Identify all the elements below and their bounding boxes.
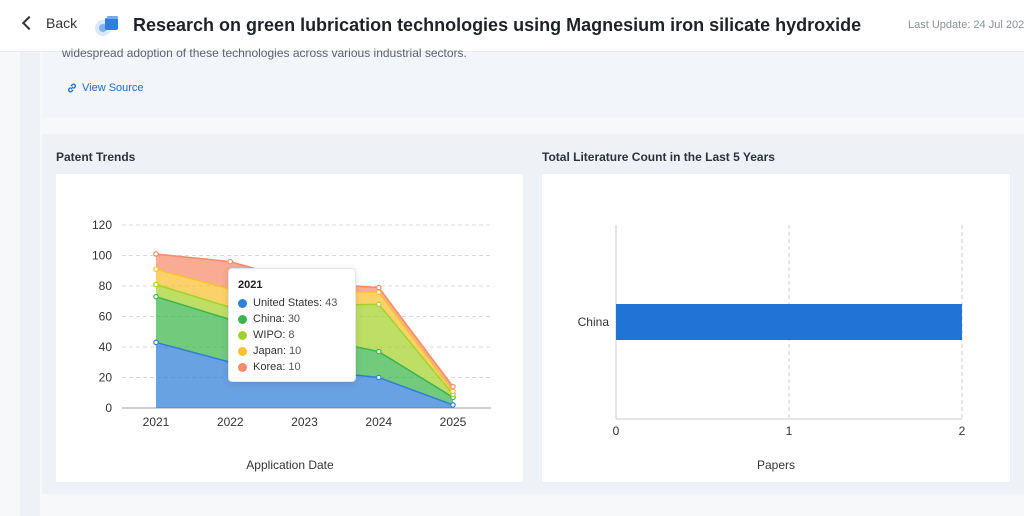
tooltip-row: Japan:10	[238, 343, 346, 359]
summary-text: widespread adoption of these technologie…	[62, 46, 467, 60]
y-tick-label: 20	[99, 371, 113, 385]
data-point	[377, 375, 381, 379]
top-bar: Back Research on green lubrication techn…	[0, 0, 1024, 52]
literature-chart-box: 0 1 2 China Papers	[542, 174, 1010, 482]
x-tick-label: 2025	[440, 415, 467, 429]
data-point	[154, 252, 158, 256]
y-tick-label: 0	[105, 401, 112, 415]
tooltip-series-name: China	[253, 313, 282, 325]
back-label: Back	[46, 15, 77, 31]
data-point	[154, 294, 158, 298]
data-point	[377, 349, 381, 353]
legend-dot-icon	[238, 299, 247, 308]
tooltip-series-name: Korea	[253, 361, 282, 373]
tooltip-row: Korea:10	[238, 359, 346, 375]
x-tick-label: 1	[786, 424, 793, 438]
x-axis-label: Application Date	[246, 458, 334, 472]
y-tick-label: 80	[99, 279, 113, 293]
data-point	[154, 267, 158, 271]
y-category-label: China	[578, 315, 610, 329]
summary-card: widespread adoption of these technologie…	[42, 52, 1024, 118]
y-tick-label: 40	[99, 340, 113, 354]
bar	[616, 304, 962, 340]
literature-count-chart: 0 1 2 China Papers	[542, 174, 1010, 482]
data-point	[451, 403, 455, 407]
tooltip-series-name: Japan	[253, 345, 283, 357]
chart-tooltip: 2021 United States:43 China:30 WIPO:8 Ja…	[228, 268, 356, 382]
legend-dot-icon	[238, 363, 247, 372]
data-point	[154, 340, 158, 344]
link-icon	[66, 82, 78, 94]
back-button[interactable]: Back	[24, 15, 77, 31]
report-logo-icon	[94, 14, 122, 38]
data-point	[377, 285, 381, 289]
tooltip-series-value: 8	[288, 329, 294, 341]
y-tick-label: 100	[92, 249, 112, 263]
chevron-left-icon	[22, 16, 36, 30]
page-title: Research on green lubrication technologi…	[133, 15, 861, 36]
data-point	[154, 282, 158, 286]
tooltip-series-value: 30	[288, 313, 300, 325]
tooltip-row: United States:43	[238, 295, 346, 311]
y-tick-label: 60	[99, 310, 113, 324]
x-tick-label: 2024	[365, 415, 392, 429]
x-tick-label: 2023	[291, 415, 318, 429]
data-point	[228, 259, 232, 263]
tooltip-series-value: 43	[325, 297, 337, 309]
x-axis-label: Papers	[757, 458, 795, 472]
data-point	[451, 384, 455, 388]
tooltip-row: WIPO:8	[238, 327, 346, 343]
x-tick-label: 0	[613, 424, 620, 438]
last-update-text: Last Update: 24 Jul 2025	[908, 19, 1024, 31]
legend-dot-icon	[238, 331, 247, 340]
literature-count-title: Total Literature Count in the Last 5 Yea…	[542, 150, 775, 164]
tooltip-title: 2021	[238, 279, 346, 291]
left-sidebar-strip	[20, 52, 40, 516]
tooltip-series-name: WIPO	[253, 329, 282, 341]
x-tick-label: 2022	[217, 415, 244, 429]
x-tick-label: 2021	[143, 415, 170, 429]
tooltip-series-value: 10	[288, 361, 300, 373]
y-tick-label: 120	[92, 218, 112, 232]
data-point	[377, 302, 381, 306]
view-source-link[interactable]: View Source	[66, 82, 144, 94]
patent-trends-title: Patent Trends	[56, 150, 135, 164]
x-tick-label: 2	[959, 424, 966, 438]
tooltip-row: China:30	[238, 311, 346, 327]
tooltip-series-value: 10	[289, 345, 301, 357]
legend-dot-icon	[238, 315, 247, 324]
tooltip-series-name: United States	[253, 297, 319, 309]
legend-dot-icon	[238, 347, 247, 356]
data-point	[451, 389, 455, 393]
view-source-label: View Source	[82, 82, 144, 94]
